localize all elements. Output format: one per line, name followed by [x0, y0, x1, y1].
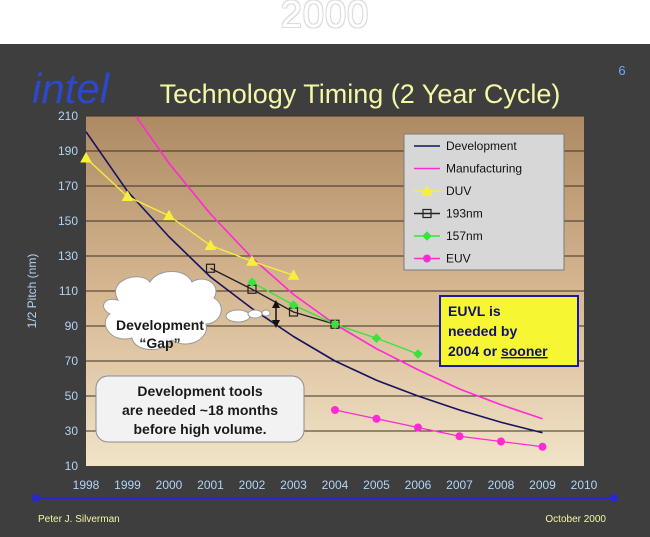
y-tick-label: 170 [58, 179, 78, 193]
euv-series-line [334, 409, 543, 448]
legend-label-duv: DUV [446, 184, 471, 198]
top-year-title: 2000 [280, 0, 370, 36]
tools-line2: are needed ~18 months [122, 402, 278, 418]
legend: Development Manufacturing DUV 193nm 157nm EUV [403, 133, 565, 271]
gap-arrow [272, 300, 280, 328]
legend-box [403, 133, 565, 271]
y-tick-label: 190 [58, 144, 78, 158]
euvl-line3-underlined: sooner [501, 343, 548, 359]
timeline-bar [32, 494, 618, 502]
157nm-point [330, 319, 340, 329]
tools-line3: before high volume. [133, 421, 266, 437]
x-tick-label: 2001 [197, 478, 224, 492]
y-axis-ticks: 10 30 50 70 90 110 130 150 170 190 210 [58, 109, 78, 473]
legend-label-157nm: 157nm [446, 229, 483, 243]
y-tick-label: 50 [65, 389, 79, 403]
gap-label-line2: “Gap” [139, 335, 180, 351]
x-tick-label: 2004 [322, 478, 349, 492]
y-tick-label: 110 [59, 284, 78, 298]
duv-point [163, 209, 175, 221]
euv-point [331, 406, 339, 414]
chart-title: Technology Timing (2 Year Cycle) [160, 79, 561, 109]
legend-label-manufacturing: Manufacturing [446, 162, 522, 176]
euv-point [372, 414, 381, 423]
x-tick-label: 2008 [488, 478, 515, 492]
euvl-callout: EUVL is needed by 2004 or sooner [439, 295, 579, 367]
timeline-end-dot [610, 494, 618, 502]
legend-marker-euv [423, 254, 431, 263]
x-tick-label: 1999 [114, 478, 141, 492]
gap-label-line1: Development [116, 317, 204, 333]
euvl-line3-prefix: 2004 or [448, 343, 501, 359]
euvl-line2: needed by [448, 323, 517, 339]
euv-point [414, 423, 422, 432]
legend-marker-193nm [422, 208, 432, 219]
marker-layer [80, 151, 547, 451]
157nm-point [247, 277, 257, 287]
euvl-line3: 2004 or sooner [448, 343, 548, 359]
157nm-point [371, 333, 382, 343]
gridlines [86, 115, 584, 432]
footer-author: Peter J. Silverman [38, 514, 120, 525]
x-tick-label: 2002 [239, 478, 266, 492]
duv-point [204, 239, 217, 250]
euvl-line1: EUVL is [448, 303, 501, 319]
y-tick-label: 150 [58, 214, 78, 228]
legend-marker-157nm [422, 231, 432, 241]
x-tick-label: 2006 [405, 478, 432, 492]
157nm-point [288, 300, 299, 310]
y-tick-label: 10 [65, 459, 79, 473]
x-tick-label: 2010 [571, 478, 598, 492]
legend-label-development: Development [446, 139, 517, 153]
euv-point [538, 442, 547, 451]
tools-line1: Development tools [137, 383, 262, 399]
x-tick-label: 2003 [280, 478, 307, 492]
193nm-point [205, 263, 216, 273]
x-tick-label: 1998 [73, 478, 100, 492]
x-tick-label: 2007 [446, 478, 473, 492]
y-tick-label: 130 [58, 249, 78, 263]
duv-point [287, 269, 300, 280]
y-tick-label: 90 [65, 319, 79, 333]
footer-date: October 2000 [545, 514, 606, 525]
duv-point [121, 190, 134, 201]
euv-point [497, 437, 505, 446]
157nm-point [413, 349, 423, 359]
euv-point [455, 432, 464, 441]
slide-number: 6 [618, 63, 625, 78]
top-band: 2000 [0, 0, 650, 44]
legend-label-193nm: 193nm [446, 207, 483, 221]
intel-logo: intel [32, 65, 111, 112]
y-tick-label: 210 [58, 109, 78, 123]
development-series-line [86, 131, 543, 434]
duv-point [80, 151, 92, 163]
x-tick-label: 2000 [156, 478, 183, 492]
y-tick-label: 70 [65, 354, 79, 368]
y-axis-label: 1/2 Pitch (nm) [25, 254, 39, 329]
legend-marker-duv [421, 184, 433, 196]
development-tools-callout: Development tools are needed ~18 months … [95, 375, 305, 443]
timeline-start-dot [32, 494, 40, 502]
legend-label-euv: EUV [446, 252, 471, 266]
193nm-series-line [210, 267, 336, 325]
y-tick-label: 30 [65, 424, 79, 438]
development-gap-callout: Development “Gap” [103, 271, 271, 351]
x-axis-ticks: 1998 1999 2000 2001 2002 2003 2004 2005 2006 2007… [73, 478, 598, 492]
x-tick-label: 2009 [529, 478, 556, 492]
duv-point [246, 255, 258, 266]
duv-series-line [86, 157, 294, 276]
x-tick-label: 2005 [363, 478, 390, 492]
